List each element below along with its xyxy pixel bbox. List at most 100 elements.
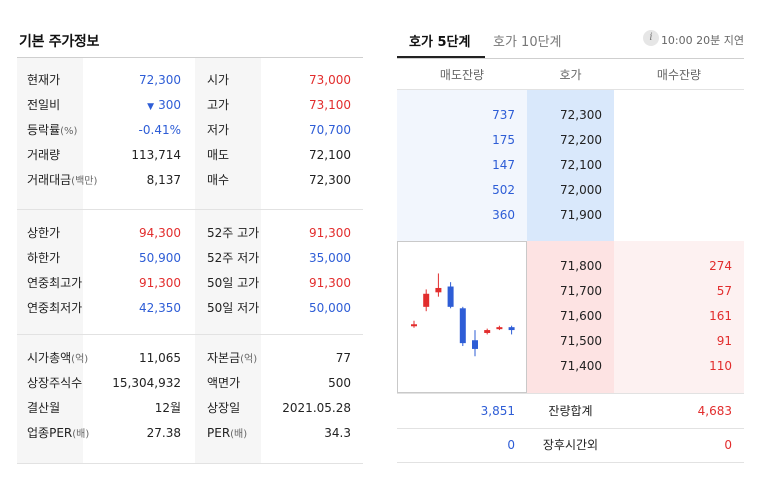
info-value: 113,714 [131, 143, 181, 168]
bid-volume: 110 [709, 359, 732, 373]
info-label-text: PER [207, 426, 231, 440]
bid-row[interactable]: 71,600 161 [397, 304, 744, 329]
ask-row[interactable]: 147 72,100 [397, 153, 744, 178]
info-value-text: 8,137 [146, 173, 181, 187]
info-label-text: 연중최저가 [27, 301, 83, 315]
info-value-text: 72,300 [139, 73, 181, 87]
info-label-unit: (배) [72, 429, 90, 440]
ask-volume: 147 [492, 158, 515, 172]
info-value-text: 91,300 [309, 226, 351, 240]
info-label-text: 업종PER [27, 426, 73, 440]
info-value-text: 91,300 [309, 276, 351, 290]
info-label-text: 매수 [207, 173, 230, 187]
down-arrow-icon: ▼ [147, 102, 155, 112]
bid-price-background [527, 241, 614, 393]
info-label-text: 거래량 [27, 148, 61, 162]
info-label-text: 50일 저가 [207, 301, 260, 315]
ask-price-background [527, 90, 614, 241]
info-value-text: 500 [328, 376, 351, 390]
after-hours-sell-volume: 0 [507, 438, 515, 452]
ask-volume: 175 [492, 133, 515, 147]
info-icon[interactable]: i [643, 30, 659, 46]
candle-body [496, 327, 503, 330]
info-label: 연중최저가 [27, 296, 82, 322]
info-label: 결산월 [27, 396, 60, 422]
info-value: 8,137 [147, 168, 181, 193]
ask-price: 72,000 [560, 183, 602, 197]
candle-body [484, 330, 491, 333]
bid-row[interactable]: 71,400 110 [397, 354, 744, 379]
info-label: 전일비 [27, 93, 60, 119]
header-sell-volume: 매도잔량 [439, 68, 485, 82]
info-value-text: -0.41% [138, 123, 181, 137]
divider [397, 89, 744, 90]
info-label: 자본금(억) [207, 346, 257, 372]
bid-volume: 57 [716, 284, 732, 298]
info-group: 현재가 72,300 시가 73,000 전일비 ▼ 300 고가 73,100 등락률(%) -0… [17, 68, 363, 193]
bid-price: 71,700 [560, 284, 602, 298]
header-buy-volume: 매수잔량 [656, 68, 702, 82]
ask-price: 72,300 [560, 108, 602, 122]
info-value: 72,100 [309, 143, 351, 168]
candle-body [411, 324, 417, 327]
info-value-text: 2021.05.28 [282, 401, 351, 415]
bid-row[interactable]: 71,800 274 [397, 254, 744, 279]
total-buy-volume: 4,683 [697, 404, 732, 418]
info-value-text: 50,900 [139, 251, 181, 265]
info-label-text: 시가총액 [27, 351, 72, 365]
info-value: 11,065 [139, 346, 181, 371]
info-value-text: 70,700 [309, 123, 351, 137]
info-row: 업종PER(배) 27.38 PER(배) 34.3 [17, 421, 363, 446]
bid-row[interactable]: 71,700 57 [397, 279, 744, 304]
divider [17, 334, 363, 335]
info-label-text: 액면가 [207, 376, 241, 390]
active-tab-indicator [397, 56, 485, 58]
info-label-text: 시가 [207, 73, 230, 87]
info-label: 상한가 [27, 221, 60, 247]
info-group: 시가총액(억) 11,065 자본금(억) 77 상장주식수 15,304,932 액면가 5… [17, 346, 363, 446]
bid-price: 71,400 [560, 359, 602, 373]
info-label-unit: (억) [71, 354, 89, 365]
info-value: 72,300 [139, 68, 181, 93]
tab-orderbook-10[interactable]: 호가 10단계 [493, 35, 562, 50]
total-sell-volume: 3,851 [480, 404, 515, 418]
info-label: 50일 저가 [207, 296, 259, 322]
info-label: 52주 저가 [207, 246, 259, 272]
divider [397, 462, 744, 463]
info-row: 전일비 ▼ 300 고가 73,100 [17, 93, 363, 118]
bid-row[interactable]: 71,500 91 [397, 329, 744, 354]
info-value: 27.38 [147, 421, 181, 446]
info-value-text: 94,300 [139, 226, 181, 240]
mini-candlestick-chart [397, 241, 527, 393]
ask-price: 72,100 [560, 158, 602, 172]
info-value: 77 [336, 346, 351, 371]
info-label-text: 상한가 [27, 226, 61, 240]
bid-price: 71,500 [560, 334, 602, 348]
info-label: 저가 [207, 118, 229, 144]
divider [397, 393, 744, 394]
ask-row[interactable]: 175 72,200 [397, 128, 744, 153]
info-label-text: 저가 [207, 123, 230, 137]
info-label-unit: (배) [230, 429, 248, 440]
candle-body [435, 287, 442, 293]
label-column-background [195, 58, 261, 463]
ask-row[interactable]: 502 72,000 [397, 178, 744, 203]
info-value-text: 27.38 [146, 426, 181, 440]
orderbook-panel: 호가 5단계 호가 10단계 i 10:00 20분 지연 매도잔량 호가 매수… [397, 0, 744, 477]
label-column-background [17, 58, 83, 463]
info-label: 고가 [207, 93, 229, 119]
info-value: ▼ 300 [147, 93, 181, 120]
ask-row[interactable]: 360 71,900 [397, 203, 744, 228]
info-row: 연중최저가 42,350 50일 저가 50,000 [17, 296, 363, 321]
info-row: 시가총액(억) 11,065 자본금(억) 77 [17, 346, 363, 371]
info-label: 거래대금(백만) [27, 168, 97, 194]
ask-row[interactable]: 737 72,300 [397, 103, 744, 128]
basic-stock-info-panel: 기본 주가정보 현재가 72,300 시가 73,000 전일비 ▼ 300 고가 73,100… [17, 0, 363, 477]
info-value-text: 72,300 [309, 173, 351, 187]
info-value-text: 15,304,932 [112, 376, 181, 390]
tab-orderbook-5[interactable]: 호가 5단계 [409, 35, 471, 50]
bid-volume: 274 [709, 259, 732, 273]
info-label: 등락률(%) [27, 118, 77, 144]
info-row: 상장주식수 15,304,932 액면가 500 [17, 371, 363, 396]
candlestick-svg [411, 273, 515, 357]
